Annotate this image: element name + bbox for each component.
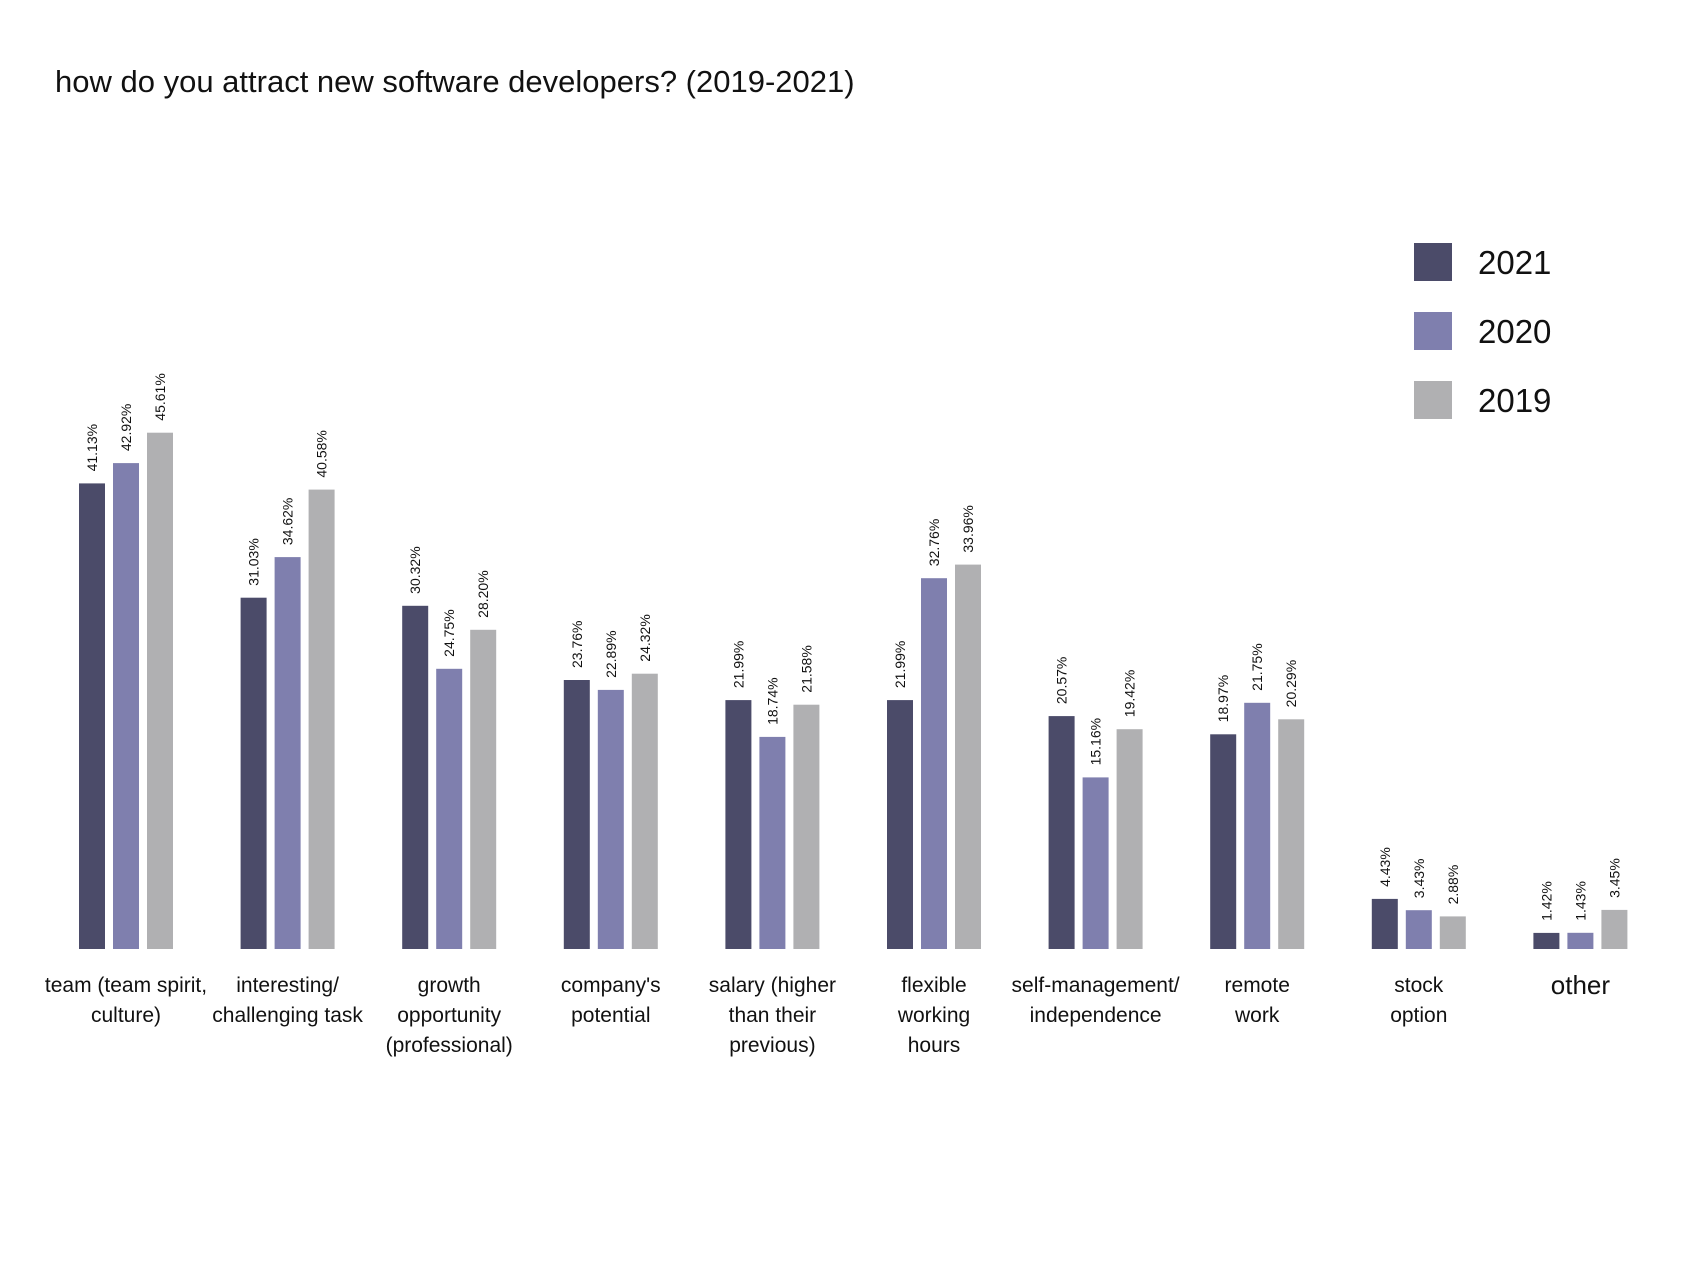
value-label-2021-3: 30.32%	[407, 546, 423, 593]
value-label-2019-1: 45.61%	[152, 373, 168, 420]
bar-2020-6	[921, 578, 947, 949]
bar-2021-3	[402, 605, 429, 949]
value-labels-group: 41.13% 42.92% 45.61% 31.03% 34.62% 40.58% 30.3…	[84, 373, 1622, 921]
value-label-2021-6: 21.99%	[892, 641, 908, 688]
category-label-9: stock option	[1390, 974, 1447, 1027]
value-label-2021-1: 41.13%	[84, 424, 100, 471]
category-labels-group: team (team spirit, culture)interesting/ch…	[45, 970, 1610, 1057]
legend: 2021 2020 2019	[1414, 243, 1551, 419]
value-label-2019-3: 28.20%	[475, 570, 491, 617]
legend-swatch-2020	[1414, 312, 1452, 350]
bars-group	[79, 432, 1628, 949]
value-label-2021-4: 23.76%	[569, 621, 585, 668]
bar-2020-9	[1405, 910, 1432, 949]
legend-label-2021: 2021	[1478, 244, 1551, 281]
value-label-2019-2: 40.58%	[314, 430, 330, 477]
bar-2021-8	[1210, 734, 1237, 949]
chart-title: how do you attract new software develope…	[55, 64, 855, 99]
value-label-2021-7: 20.57%	[1054, 657, 1070, 704]
value-label-2019-5: 21.58%	[798, 645, 814, 692]
bar-2019-3	[470, 629, 497, 949]
bar-2020-2	[274, 557, 301, 949]
value-label-2021-10: 1.42%	[1538, 881, 1554, 921]
bar-2021-9	[1371, 898, 1398, 949]
bar-2019-4	[631, 673, 658, 949]
bar-2021-4	[563, 680, 590, 949]
bar-2021-1	[79, 483, 105, 949]
bar-2019-5	[793, 704, 820, 949]
value-label-2019-7: 19.42%	[1122, 670, 1138, 717]
bar-2020-4	[597, 689, 624, 949]
value-label-2021-2: 31.03%	[246, 538, 262, 585]
value-label-2019-10: 3.45%	[1606, 858, 1622, 898]
bar-2021-5	[725, 700, 752, 949]
bar-2021-2	[240, 597, 267, 949]
bar-2020-3	[436, 668, 463, 949]
value-label-2019-8: 20.29%	[1283, 660, 1299, 707]
value-label-2019-4: 24.32%	[637, 614, 653, 661]
bar-2021-10	[1533, 932, 1560, 949]
bar-2019-6	[955, 564, 981, 949]
bar-2019-10	[1601, 909, 1628, 949]
value-label-2021-8: 18.97%	[1215, 675, 1231, 722]
category-label-6: flexible working hours	[897, 974, 970, 1057]
legend-label-2020: 2020	[1478, 313, 1551, 350]
bar-2019-9	[1439, 916, 1466, 949]
bar-2021-7	[1048, 716, 1075, 949]
category-label-1: team (team spirit, culture)	[45, 974, 207, 1027]
value-label-2020-1: 42.92%	[118, 404, 134, 451]
value-label-2021-9: 4.43%	[1377, 847, 1393, 887]
value-label-2020-6: 32.76%	[926, 519, 942, 566]
value-label-2020-7: 15.16%	[1088, 718, 1104, 765]
category-label-5: salary (higher than their previous)	[709, 974, 836, 1057]
value-label-2020-3: 24.75%	[441, 609, 457, 656]
value-label-2020-2: 34.62%	[280, 498, 296, 545]
bar-2020-8	[1244, 702, 1271, 949]
bar-2019-7	[1116, 729, 1143, 949]
value-label-2020-5: 18.74%	[764, 677, 780, 724]
bar-2020-10	[1567, 932, 1594, 949]
value-label-2020-10: 1.43%	[1572, 881, 1588, 921]
bar-2020-5	[759, 736, 786, 949]
category-label-10: other	[1551, 970, 1611, 1000]
bar-2019-1	[147, 432, 173, 949]
category-label-3: growth opportunity (professional)	[386, 974, 513, 1057]
category-label-7: self-management/independence	[1012, 974, 1180, 1027]
legend-swatch-2021	[1414, 243, 1452, 281]
legend-label-2019: 2019	[1478, 382, 1551, 419]
value-label-2020-4: 22.89%	[603, 630, 619, 677]
value-label-2019-9: 2.88%	[1445, 865, 1461, 905]
value-label-2020-8: 21.75%	[1249, 643, 1265, 690]
category-label-4: company's potential	[561, 974, 661, 1027]
bar-2020-1	[113, 463, 139, 949]
bar-2019-2	[308, 489, 335, 949]
value-label-2020-9: 3.43%	[1411, 858, 1427, 898]
value-label-2021-5: 21.99%	[730, 641, 746, 688]
legend-swatch-2019	[1414, 381, 1452, 419]
bar-2021-6	[887, 700, 913, 949]
category-label-2: interesting/challenging task	[212, 974, 363, 1027]
value-label-2019-6: 33.96%	[960, 505, 976, 552]
bar-2020-7	[1082, 777, 1109, 949]
bar-2019-8	[1278, 719, 1305, 949]
category-label-8: remote work	[1225, 974, 1290, 1027]
